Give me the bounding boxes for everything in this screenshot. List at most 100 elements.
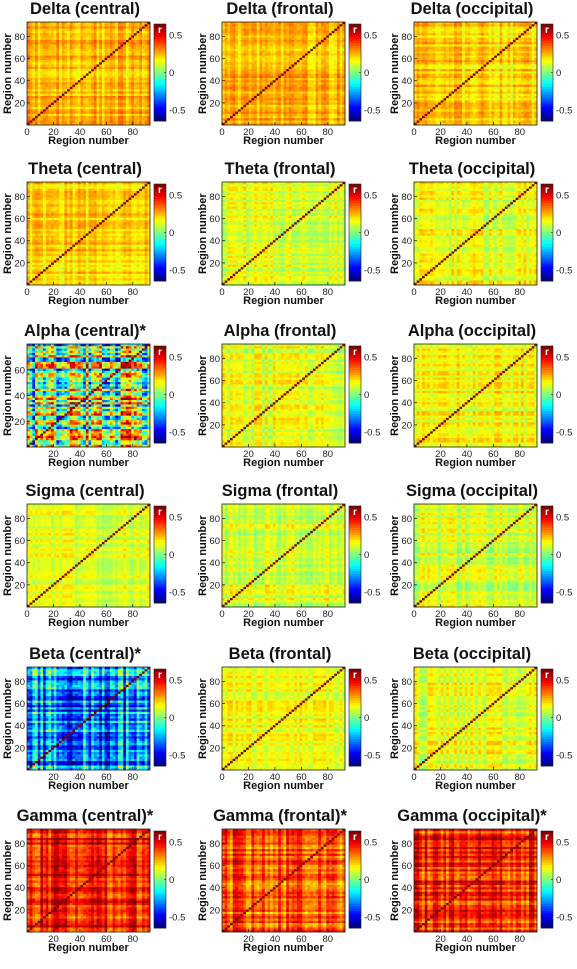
heatmap-cell [267, 104, 271, 108]
heatmap-cell [328, 44, 332, 47]
heatmap-cell [286, 55, 290, 59]
heatmap-cell [131, 22, 135, 25]
heatmap-cell [48, 109, 52, 112]
heatmap-cell [91, 104, 95, 108]
heatmap-cell [133, 22, 137, 25]
heatmap-cell [422, 46, 426, 50]
heatmap-cell [318, 77, 322, 81]
heatmap-cell [144, 107, 148, 110]
heatmap-cell [486, 26, 490, 30]
heatmap-cell [101, 100, 105, 103]
heatmap-cell [107, 37, 111, 41]
heatmap-cell [326, 73, 330, 77]
heatmap-cell [331, 22, 335, 25]
colorbar-swatch [154, 91, 166, 95]
heatmap-cell [144, 30, 148, 34]
heatmap-cell [48, 86, 52, 90]
heatmap-cell [227, 26, 231, 30]
heatmap-cell [101, 42, 105, 45]
heatmap-cell [320, 116, 324, 119]
heatmap-cell [104, 30, 108, 34]
heatmap-cell [259, 57, 263, 61]
heatmap-cell [248, 33, 252, 36]
heatmap-cell [320, 113, 324, 117]
heatmap-cell [507, 46, 511, 50]
heatmap-cell [270, 102, 274, 106]
heatmap-cell [320, 98, 324, 101]
heatmap-cell [101, 37, 105, 41]
heatmap-cell [61, 42, 65, 45]
heatmap-cell [240, 91, 244, 94]
heatmap-cell [133, 77, 137, 81]
heatmap-cell [318, 107, 322, 110]
heatmap-cell [318, 42, 322, 45]
heatmap-cell [331, 35, 335, 39]
heatmap-cell [96, 22, 100, 25]
heatmap-cell [232, 64, 236, 68]
heatmap-cell [264, 113, 268, 117]
heatmap-cell [240, 116, 244, 119]
heatmap-cell [331, 60, 335, 63]
heatmap-cell [67, 71, 71, 74]
heatmap-cell [120, 33, 124, 36]
heatmap-cell [75, 118, 79, 121]
heatmap-cell [464, 46, 468, 50]
heatmap-cell [328, 75, 332, 79]
heatmap-cell [438, 26, 442, 30]
heatmap-cell [307, 120, 311, 124]
heatmap-cell [61, 107, 65, 110]
heatmap-cell [125, 28, 129, 32]
heatmap-cell [115, 102, 119, 106]
heatmap-cell [302, 44, 306, 47]
heatmap-cell [40, 66, 44, 70]
heatmap-cell [147, 60, 151, 63]
heatmap-cell [128, 55, 132, 59]
heatmap-cell [275, 118, 279, 121]
heatmap-cell [248, 60, 252, 63]
heatmap-cell [232, 111, 236, 115]
heatmap-cell [478, 46, 482, 50]
heatmap-cell [504, 37, 508, 41]
heatmap-cell [288, 73, 292, 77]
heatmap-cell [278, 80, 282, 83]
heatmap-cell [304, 104, 308, 108]
heatmap-cell [112, 26, 116, 30]
heatmap-cell [88, 104, 92, 108]
heatmap-cell [334, 91, 338, 94]
heatmap-cell [438, 42, 442, 45]
heatmap-cell [243, 24, 247, 27]
heatmap-cell [83, 37, 87, 41]
heatmap-cell [320, 118, 324, 121]
heatmap-cell [107, 109, 111, 112]
heatmap-cell [267, 107, 271, 110]
colorbar-swatch [349, 65, 361, 69]
heatmap-cell [131, 120, 135, 124]
heatmap-cell [93, 57, 97, 61]
heatmap-cell [107, 26, 111, 30]
heatmap-cell [144, 89, 148, 92]
heatmap-cell [240, 98, 244, 101]
heatmap-cell [251, 53, 255, 56]
heatmap-cell [123, 64, 127, 68]
heatmap-cell [115, 104, 119, 108]
heatmap-cell [291, 84, 295, 88]
heatmap-cell [123, 55, 127, 59]
heatmap-cell [331, 104, 335, 108]
heatmap-cell [462, 39, 466, 43]
heatmap-cell [224, 120, 228, 124]
heatmap-cell [112, 66, 116, 70]
heatmap-cell [270, 69, 274, 72]
heatmap-cell [283, 77, 287, 81]
heatmap-cell [144, 71, 148, 74]
heatmap-cell [480, 44, 484, 47]
heatmap-cell [280, 69, 284, 72]
heatmap-cell [91, 42, 95, 45]
heatmap-cell [67, 48, 71, 52]
heatmap-cell [29, 122, 33, 126]
heatmap-cell [69, 66, 73, 70]
heatmap-cell [131, 69, 135, 72]
heatmap-cell [256, 77, 260, 81]
heatmap-cell [222, 26, 226, 30]
heatmap-cell [139, 35, 143, 39]
heatmap-cell [299, 60, 303, 63]
